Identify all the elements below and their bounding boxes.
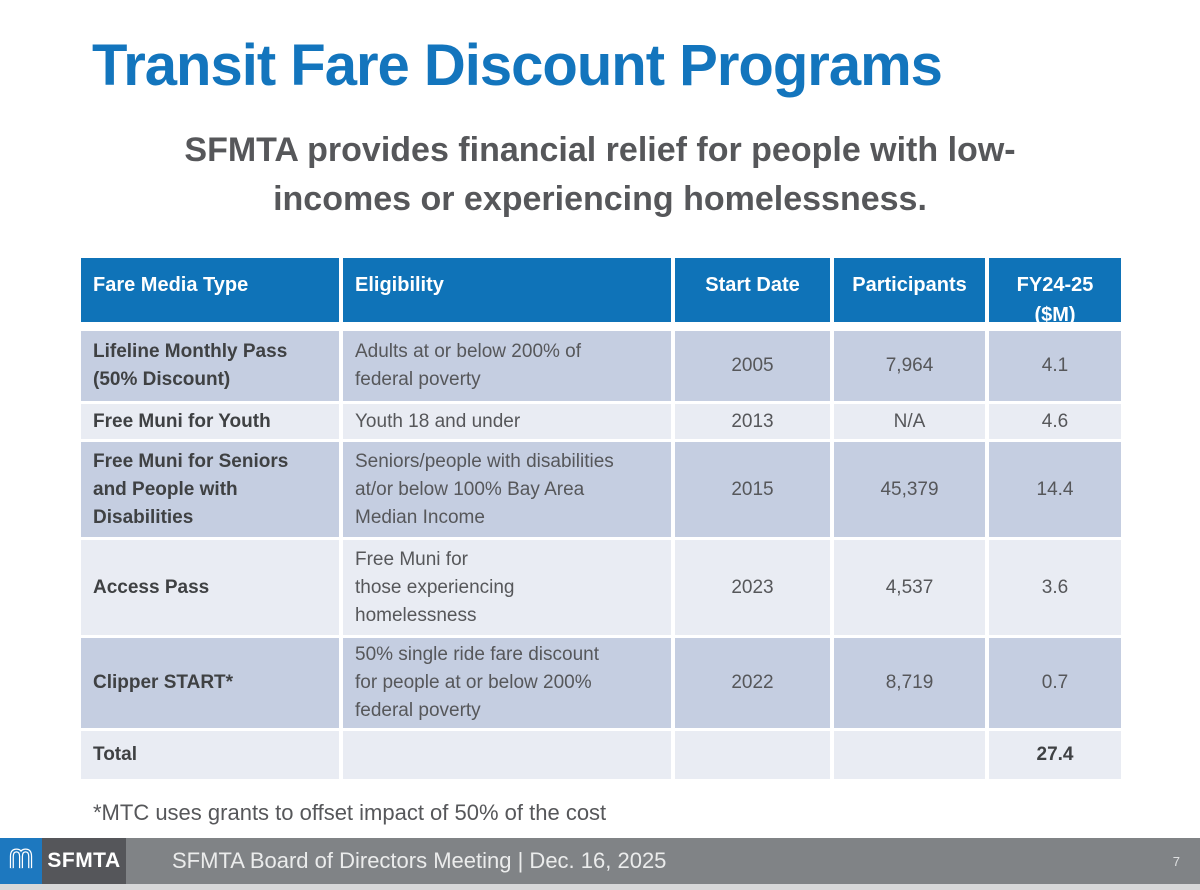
cell-eligibility: Youth 18 and under — [343, 404, 671, 439]
cell-fy24-25: 4.1 — [989, 331, 1121, 401]
cell-fare-media-type: Free Muni for Seniors and People with Di… — [81, 442, 339, 537]
cell-total-fy24-25: 27.4 — [989, 731, 1121, 779]
cell-start-date: 2023 — [675, 540, 830, 635]
slide-subtitle: SFMTA provides financial relief for peop… — [184, 131, 1016, 218]
sfmta-brand-label: SFMTA — [42, 838, 126, 884]
cell-fare-media-type: Clipper START* — [81, 638, 339, 728]
cell-fy24-25: 4.6 — [989, 404, 1121, 439]
cell-participants: N/A — [834, 404, 985, 439]
column-header-fy24-25: FY24-25 ($M) — [989, 258, 1121, 328]
cell-fare-media-type: Lifeline Monthly Pass (50% Discount) — [81, 331, 339, 401]
cell-participants: 4,537 — [834, 540, 985, 635]
cell-start-date: 2005 — [675, 331, 830, 401]
page-number: 7 — [1172, 853, 1180, 869]
cell-total-start-date-empty — [675, 731, 830, 779]
cell-total-label: Total — [81, 731, 339, 779]
cell-participants: 7,964 — [834, 331, 985, 401]
cell-fy24-25: 0.7 — [989, 638, 1121, 728]
page-title: Transit Fare Discount Programs — [92, 33, 943, 98]
column-header-eligibility: Eligibility — [343, 258, 671, 328]
column-header-start-date: Start Date — [675, 258, 830, 328]
cell-participants: 8,719 — [834, 638, 985, 728]
cell-eligibility: Adults at or below 200% of federal pover… — [343, 331, 671, 401]
fare-discount-table: Fare Media Type Eligibility Start Date P… — [81, 258, 1121, 779]
cell-fare-media-type: Access Pass — [81, 540, 339, 635]
bottom-strip — [0, 884, 1200, 890]
cell-eligibility: 50% single ride fare discount for people… — [343, 638, 671, 728]
cell-total-eligibility-empty — [343, 731, 671, 779]
cell-fare-media-type: Free Muni for Youth — [81, 404, 339, 439]
cell-start-date: 2022 — [675, 638, 830, 728]
cell-start-date: 2015 — [675, 442, 830, 537]
cell-total-participants-empty — [834, 731, 985, 779]
column-header-participants: Participants — [834, 258, 985, 328]
cell-fy24-25: 3.6 — [989, 540, 1121, 635]
column-header-fare-media-type: Fare Media Type — [81, 258, 339, 328]
cell-participants: 45,379 — [834, 442, 985, 537]
cell-fy24-25: 14.4 — [989, 442, 1121, 537]
footnote: *MTC uses grants to offset impact of 50%… — [93, 800, 607, 825]
cell-eligibility: Free Muni for those experiencing homeles… — [343, 540, 671, 635]
muni-logo-box — [0, 838, 42, 884]
muni-worm-logo-icon — [6, 842, 36, 881]
footer-meeting-text: SFMTA Board of Directors Meeting | Dec. … — [172, 848, 667, 873]
cell-eligibility: Seniors/people with disabilities at/or b… — [343, 442, 671, 537]
cell-start-date: 2013 — [675, 404, 830, 439]
footer-bar: SFMTA SFMTA Board of Directors Meeting |… — [0, 838, 1200, 884]
